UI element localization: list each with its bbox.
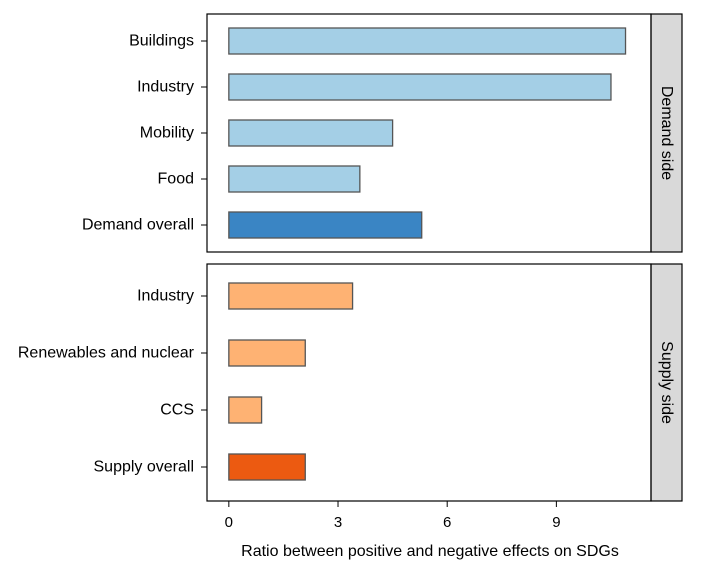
category-label-supply-side-supply-overall: Supply overall <box>94 459 195 476</box>
x-tick-label-6: 6 <box>443 514 451 531</box>
x-axis-label: Ratio between positive and negative effe… <box>241 543 619 560</box>
x-tick-label-9: 9 <box>552 514 560 531</box>
strip-label-supply-side: Supply side <box>658 341 675 424</box>
category-label-demand-side-industry: Industry <box>137 79 194 96</box>
bar-demand-side-buildings <box>228 27 627 55</box>
category-label-supply-side-renewables-and-nuclear: Renewables and nuclear <box>18 345 195 362</box>
category-label-supply-side-ccs: CCS <box>160 402 194 419</box>
bar-demand-side-food <box>228 165 361 193</box>
bar-demand-side-industry <box>228 73 612 101</box>
bar-supply-side-renewables-and-nuclear <box>228 339 306 367</box>
panel-supply-side: Supply side Industry Renewables and nuclea… <box>18 263 683 502</box>
panel-demand-side: Demand side Buildings Industry Mobility Food… <box>82 13 683 253</box>
bar-demand-side-mobility <box>228 119 394 147</box>
panel-frame-supply-side <box>206 263 652 502</box>
bar-supply-side-ccs <box>228 396 263 424</box>
strip-demand-side <box>650 13 683 253</box>
category-label-supply-side-industry: Industry <box>137 288 194 305</box>
x-tick-label-3: 3 <box>334 514 342 531</box>
x-tick-label-0: 0 <box>225 514 233 531</box>
category-label-demand-side-buildings: Buildings <box>129 33 194 50</box>
bar-supply-side-industry <box>228 282 354 310</box>
bar-demand-side-demand-overall <box>228 211 423 239</box>
category-label-demand-side-demand-overall: Demand overall <box>82 217 194 234</box>
x-axis: 0 3 6 9 <box>225 501 561 531</box>
strip-label-demand-side: Demand side <box>658 86 675 180</box>
bar-supply-side-supply-overall <box>228 453 306 481</box>
category-label-demand-side-mobility: Mobility <box>140 125 194 142</box>
category-label-demand-side-food: Food <box>158 171 194 188</box>
